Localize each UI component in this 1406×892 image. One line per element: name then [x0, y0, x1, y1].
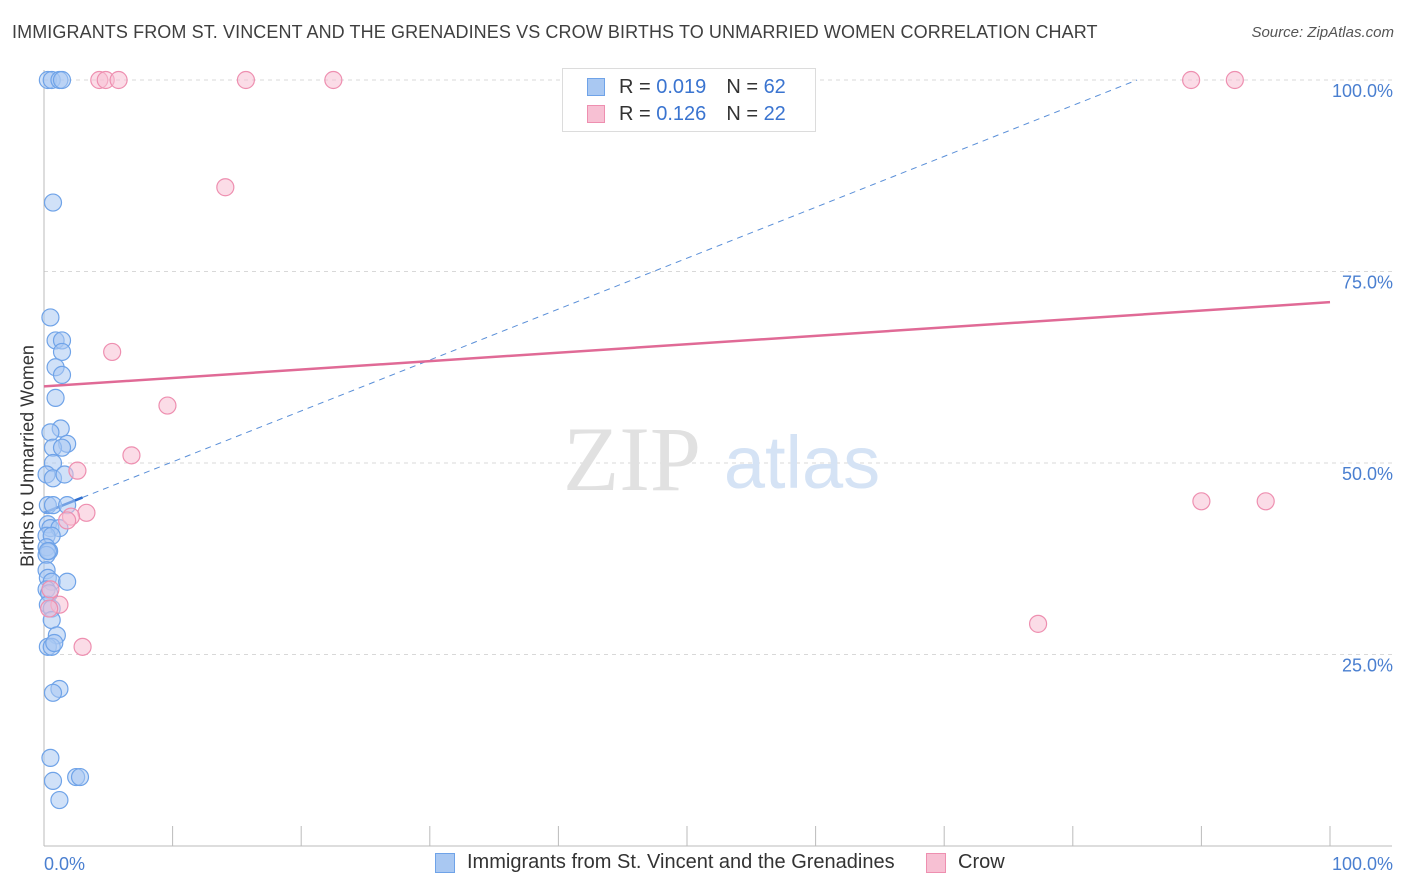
legend-row-blue: R = 0.019 N = 62 — [587, 74, 786, 100]
pink-data-point — [1028, 614, 1048, 633]
legend-n-value-pink: 22 — [763, 102, 786, 125]
series-legend-blue: Immigrants from St. Vincent and the Gren… — [435, 851, 895, 874]
blue-data-point — [52, 438, 72, 457]
pink-data-point — [1256, 492, 1275, 511]
pink-data-point — [41, 580, 60, 599]
y-tick-label: 50.0% — [1342, 464, 1393, 484]
pink-data-point — [40, 599, 59, 618]
chart-title: IMMIGRANTS FROM ST. VINCENT AND THE GREN… — [12, 22, 1098, 42]
legend-n-label: N = — [726, 102, 758, 125]
blue-data-point — [38, 541, 57, 561]
blue-data-point — [45, 633, 64, 653]
pink-data-point — [109, 70, 128, 90]
series-swatch-pink — [926, 852, 946, 873]
legend-n-label: N = — [726, 75, 758, 98]
blue-data-point — [43, 771, 63, 790]
pink-data-point — [68, 461, 87, 480]
legend-swatch-blue — [587, 78, 605, 96]
legend-swatch-pink — [587, 105, 605, 123]
gridlines — [44, 79, 1392, 655]
axes — [43, 70, 1392, 847]
x-tick-label-min: 0.0% — [44, 854, 85, 874]
pink-data-point — [236, 70, 256, 90]
y-tick-label: 25.0% — [1342, 656, 1393, 676]
pink-data-point — [103, 342, 122, 362]
blue-data-point — [52, 342, 72, 362]
pink-data-point — [73, 637, 92, 656]
legend-r-label: R = — [619, 75, 651, 98]
blue-data-point — [52, 365, 72, 385]
blue-data-point — [70, 767, 90, 787]
pink-data-point — [1182, 70, 1201, 90]
tick-labels: 25.0% 50.0% 75.0% 100.0% 0.0% 100.0% — [44, 81, 1393, 874]
pink-data-point — [1225, 70, 1244, 90]
pink-data-point — [58, 511, 77, 530]
series-name-pink: Crow — [958, 851, 1005, 873]
blue-trend-extension — [82, 79, 1138, 498]
pink-data-point — [158, 396, 177, 415]
legend-r-label: R = — [619, 102, 651, 125]
watermark-atlas: atlas — [724, 421, 880, 504]
pink-data-point — [1192, 492, 1211, 511]
y-tick-label: 100.0% — [1332, 81, 1393, 101]
legend-r-value-pink: 0.126 — [656, 102, 707, 125]
x-tick-label-max: 100.0% — [1332, 854, 1393, 874]
blue-data-point — [52, 70, 72, 90]
blue-data-point — [43, 193, 63, 212]
watermark-zip: ZIP — [563, 408, 701, 510]
pink-data-point — [216, 178, 235, 197]
series-name-blue: Immigrants from St. Vincent and the Gren… — [467, 851, 895, 873]
correlation-legend: R = 0.019 N = 62 R = 0.126 N = 22 — [562, 68, 816, 132]
blue-data-point — [58, 572, 77, 591]
pink-trend-line — [43, 300, 1331, 388]
series-swatch-blue — [435, 852, 455, 873]
blue-data-point — [41, 423, 60, 442]
blue-data-point — [46, 388, 65, 407]
blue-data-point — [43, 683, 63, 702]
source-label: Source: ZipAtlas.com — [1251, 24, 1394, 41]
pink-data-point — [122, 446, 141, 465]
legend-n-value-blue: 62 — [763, 75, 786, 98]
legend-r-value-blue: 0.019 — [656, 75, 707, 98]
pink-data-point — [77, 503, 96, 522]
series-legend-pink: Crow — [926, 851, 1005, 874]
y-tick-label: 75.0% — [1342, 273, 1393, 293]
blue-data-point — [41, 748, 60, 768]
pink-data-point — [324, 70, 343, 90]
legend-row-pink: R = 0.126 N = 22 — [587, 101, 786, 127]
blue-data-point — [50, 790, 69, 810]
blue-data-point — [41, 308, 60, 327]
data-points — [37, 70, 1275, 810]
watermark: ZIP atlas — [563, 408, 880, 510]
